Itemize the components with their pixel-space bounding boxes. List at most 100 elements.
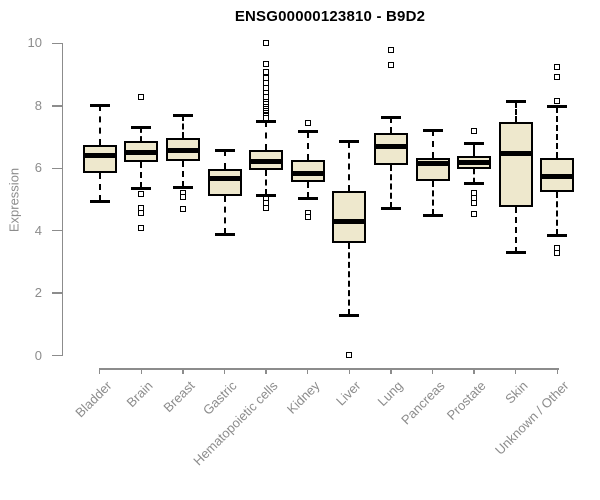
outlier-lung [387, 46, 394, 53]
median-gastric [207, 175, 242, 181]
outlier-prostate [471, 127, 478, 134]
lower-whisker-kidney [306, 181, 309, 199]
x-axis-tick [556, 368, 559, 375]
lower-whisker-cap-gastric [214, 232, 235, 236]
x-axis-tick [265, 368, 267, 375]
upper-whisker-cap-brain [131, 126, 152, 130]
lower-whisker-cap-bladder [89, 199, 110, 203]
upper-whisker-cap-gastric [214, 148, 235, 152]
outlier-lung [387, 62, 394, 69]
x-axis-tick [182, 368, 184, 375]
lower-whisker-bladder [98, 173, 101, 202]
lower-whisker-cap-prostate [464, 181, 485, 185]
upper-whisker-bladder [98, 105, 101, 146]
upper-whisker-liver [348, 141, 351, 192]
median-lung [373, 144, 408, 150]
outlier-hematopoietic-cells [263, 68, 270, 75]
outlier-hematopoietic-cells [263, 60, 270, 67]
x-axis-tick [473, 368, 475, 375]
x-axis-tick [390, 368, 392, 375]
outlier-unknown-other [554, 73, 561, 80]
lower-whisker-gastric [223, 196, 226, 235]
outlier-brain [138, 224, 145, 231]
x-axis-tick [223, 368, 226, 375]
lower-whisker-skin [514, 206, 517, 253]
lower-whisker-cap-kidney [297, 196, 318, 200]
lower-whisker-cap-pancreas [422, 213, 443, 217]
outlier-hematopoietic-cells [263, 115, 270, 122]
y-axis-tick-label: 6 [34, 160, 42, 176]
outlier-prostate [471, 199, 478, 206]
outlier-hematopoietic-cells [263, 39, 270, 46]
y-axis-tick [51, 105, 62, 107]
median-breast [165, 147, 200, 153]
upper-whisker-cap-breast [172, 113, 193, 117]
y-axis-tick-label: 4 [34, 222, 42, 238]
outlier-brain [138, 210, 145, 217]
lower-whisker-cap-breast [172, 185, 193, 189]
median-brain [124, 150, 159, 156]
lower-whisker-cap-brain [131, 186, 152, 190]
median-skin [498, 151, 533, 157]
lower-whisker-unknown-other [556, 191, 559, 236]
median-kidney [290, 170, 325, 176]
outlier-hematopoietic-cells [263, 204, 270, 211]
lower-whisker-pancreas [431, 181, 434, 216]
x-axis-tick [140, 368, 143, 375]
y-axis-tick [51, 292, 62, 294]
upper-whisker-breast [181, 115, 184, 139]
median-pancreas [415, 160, 450, 166]
lower-whisker-breast [181, 161, 184, 188]
lower-whisker-prostate [473, 169, 476, 184]
y-axis-tick [51, 229, 62, 232]
y-axis-tick [51, 354, 62, 357]
median-unknown-other [540, 174, 575, 180]
upper-whisker-lung [389, 117, 392, 134]
median-bladder [82, 153, 117, 159]
x-axis-tick [306, 368, 309, 375]
outlier-unknown-other [554, 249, 561, 256]
lower-whisker-cap-liver [339, 313, 360, 317]
upper-whisker-gastric [223, 150, 226, 169]
x-axis-tick [348, 368, 351, 375]
outlier-kidney [304, 120, 311, 127]
box-liver [332, 191, 367, 244]
x-axis-tick [98, 368, 101, 375]
chart-title: ENSG00000123810 - B9D2 [234, 8, 426, 25]
y-axis-tick-label: 0 [34, 347, 42, 363]
median-hematopoietic-cells [249, 159, 284, 165]
upper-whisker-brain [140, 127, 143, 141]
upper-whisker-kidney [306, 131, 309, 161]
upper-whisker-cap-liver [339, 140, 360, 144]
box-bladder [82, 145, 117, 174]
upper-whisker-pancreas [431, 130, 434, 158]
y-axis-line [61, 43, 63, 356]
outlier-unknown-other [554, 63, 561, 70]
lower-whisker-liver [348, 243, 351, 316]
lower-whisker-cap-hematopoietic-cells [256, 193, 277, 197]
upper-whisker-hematopoietic-cells [265, 121, 268, 151]
box-skin [498, 121, 533, 207]
upper-whisker-cap-pancreas [422, 128, 443, 132]
x-axis-tick [514, 368, 517, 375]
box-gastric [207, 168, 242, 197]
x-axis-line [99, 368, 559, 370]
upper-whisker-unknown-other [556, 106, 559, 159]
y-axis-tick-label: 10 [27, 35, 42, 51]
median-liver [332, 219, 367, 225]
outlier-breast [179, 206, 186, 213]
upper-whisker-cap-bladder [89, 103, 110, 107]
outlier-brain [138, 190, 145, 197]
upper-whisker-cap-prostate [464, 142, 485, 146]
lower-whisker-lung [389, 165, 392, 209]
lower-whisker-cap-lung [380, 206, 401, 210]
upper-whisker-cap-kidney [297, 130, 318, 134]
upper-whisker-prostate [473, 143, 476, 157]
upper-whisker-cap-unknown-other [547, 105, 568, 109]
outlier-liver [346, 352, 353, 359]
y-axis-tick-label: 2 [34, 285, 42, 301]
lower-whisker-brain [140, 161, 143, 189]
x-axis-tick [431, 368, 434, 375]
y-axis-tick-label: 8 [34, 97, 42, 113]
